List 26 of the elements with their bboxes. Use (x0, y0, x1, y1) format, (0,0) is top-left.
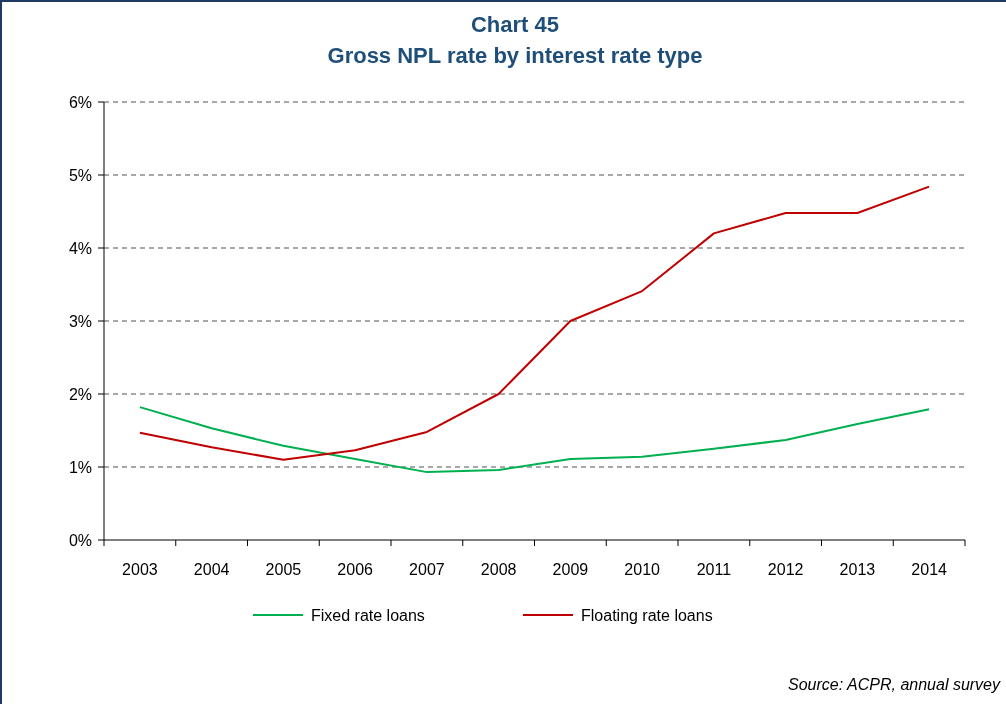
x-tick-label: 2006 (337, 561, 374, 578)
y-tick-label: 6% (68, 93, 92, 111)
x-tick-label: 2008 (480, 561, 517, 578)
chart-subtitle: Gross NPL rate by interest rate type (327, 43, 703, 68)
x-tick-label: 2011 (696, 561, 732, 578)
line-series (138, 406, 931, 474)
y-tick-label: 5% (68, 166, 92, 184)
x-tick-label: 2003 (122, 561, 158, 578)
x-tick-label: 2014 (911, 561, 948, 578)
x-tick-label: 2013 (839, 561, 876, 578)
line-series (138, 185, 931, 461)
legend-label: Floating rate loans (581, 606, 713, 624)
y-tick-label: 0% (68, 531, 92, 549)
chart-title: Chart 45 (470, 12, 560, 37)
y-tick-label: 3% (68, 312, 92, 330)
y-tick-label: 2% (68, 385, 92, 403)
legend-label: Fixed rate loans (311, 606, 425, 624)
x-tick-label: 2010 (624, 561, 661, 578)
y-tick-label: 4% (68, 239, 92, 257)
x-tick-label: 2007 (409, 561, 445, 578)
x-tick-label: 2012 (767, 561, 804, 578)
source-note: Source: ACPR, annual survey (788, 676, 1001, 693)
y-tick-label: 1% (68, 458, 92, 476)
x-tick-label: 2005 (265, 561, 302, 578)
x-tick-label: 2009 (552, 561, 589, 578)
x-tick-label: 2004 (193, 561, 230, 578)
